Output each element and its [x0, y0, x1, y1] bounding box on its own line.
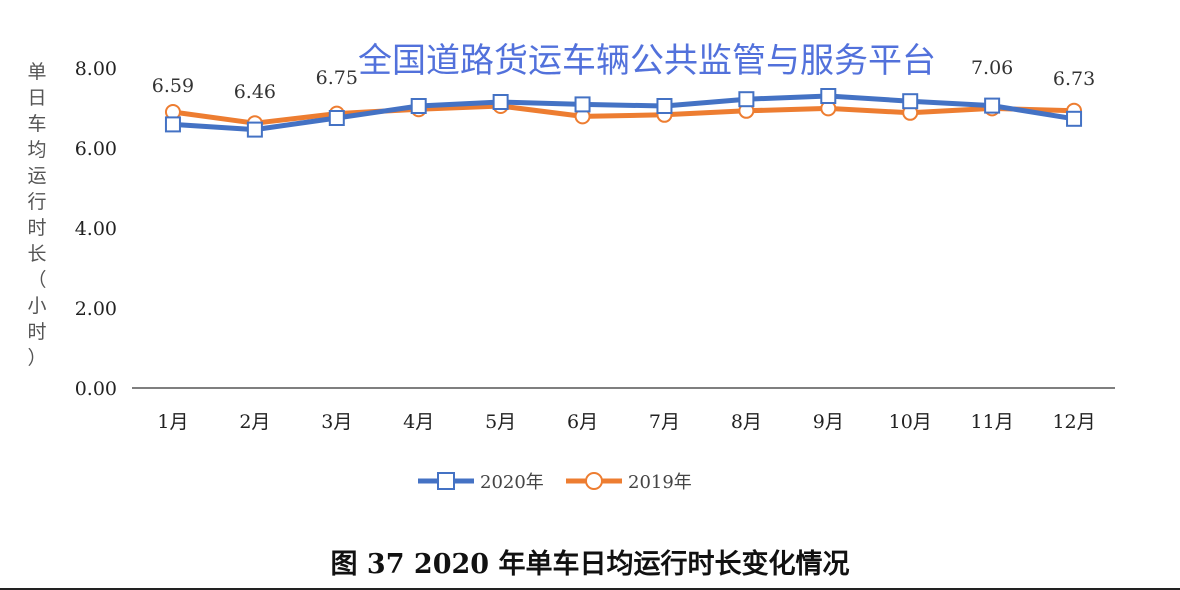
- figure-caption: 图 37 2020 年单车日均运行时长变化情况: [330, 549, 850, 580]
- watermark: 全国道路货运车辆公共监管与服务平台: [358, 41, 936, 81]
- data-point: [574, 96, 591, 113]
- y-tick-label: 0.00: [75, 378, 117, 400]
- data-labels: 6.59 6.46 6.75 7.06 6.73: [152, 57, 1095, 103]
- series-line-2020年: [172, 93, 1075, 133]
- data-point: [328, 110, 345, 126]
- data-label: 6.75: [316, 67, 358, 89]
- x-tick-label: 6月: [567, 411, 598, 433]
- legend: 2020年 2019年: [418, 472, 692, 493]
- y-tick-label: 2.00: [75, 298, 117, 320]
- y-tick-label: 8.00: [75, 58, 117, 80]
- x-tick-label: 8月: [731, 411, 762, 433]
- data-point: [246, 121, 263, 138]
- y-tick-label: 4.00: [75, 218, 117, 240]
- y-axis-title-char: 车: [27, 113, 46, 135]
- y-axis-title-char: 长: [27, 243, 46, 265]
- legend-label: 2019年: [628, 472, 692, 493]
- data-label: 6.59: [152, 75, 194, 97]
- y-axis-title-char: 小: [27, 295, 46, 317]
- data-label: 6.46: [234, 81, 276, 103]
- y-tick-label: 6.00: [75, 138, 117, 160]
- x-tick-label: 4月: [403, 411, 434, 433]
- y-axis-title-char: 日: [27, 87, 46, 109]
- data-point: [738, 91, 755, 108]
- y-axis-title-char: 均: [27, 139, 46, 161]
- x-axis-ticks: 1月 2月 3月 4月 5月 6月 7月 8月 9月 10月 11月 12月: [157, 411, 1095, 433]
- data-point: [820, 88, 837, 104]
- data-point: [410, 98, 427, 114]
- legend-marker: [437, 472, 455, 490]
- x-tick-label: 11月: [971, 411, 1014, 433]
- data-label: 7.06: [971, 57, 1013, 79]
- y-axis-title-char: ）: [27, 347, 46, 369]
- bottom-rule: [0, 588, 1180, 590]
- data-point: [902, 93, 919, 110]
- data-point: [1066, 110, 1083, 127]
- data-point: [984, 97, 1001, 114]
- x-tick-label: 12月: [1052, 411, 1095, 433]
- data-label: 6.73: [1053, 68, 1095, 90]
- y-axis-title-char: 行: [27, 191, 46, 213]
- x-tick-label: 2月: [239, 411, 270, 433]
- series-line-2019年: [172, 103, 1075, 126]
- y-axis-title-char: 单: [27, 61, 46, 83]
- legend-label: 2020年: [480, 472, 544, 493]
- data-point: [164, 116, 181, 133]
- y-axis-title-char: 时: [27, 217, 46, 239]
- x-tick-label: 1月: [157, 411, 188, 433]
- legend-marker: [585, 472, 603, 490]
- y-axis-title-char: 运: [27, 165, 46, 187]
- x-tick-label: 5月: [485, 411, 516, 433]
- data-point: [492, 94, 509, 110]
- series-layer: [164, 88, 1083, 138]
- y-axis-ticks: 0.00 2.00 4.00 6.00 8.00: [75, 58, 117, 400]
- x-tick-label: 10月: [889, 411, 932, 433]
- y-axis-title-char: 时: [27, 321, 46, 343]
- x-tick-label: 9月: [813, 411, 844, 433]
- x-tick-label: 7月: [649, 411, 680, 433]
- y-axis-title-char: （: [27, 269, 46, 291]
- data-point: [656, 98, 673, 114]
- x-tick-label: 3月: [321, 411, 352, 433]
